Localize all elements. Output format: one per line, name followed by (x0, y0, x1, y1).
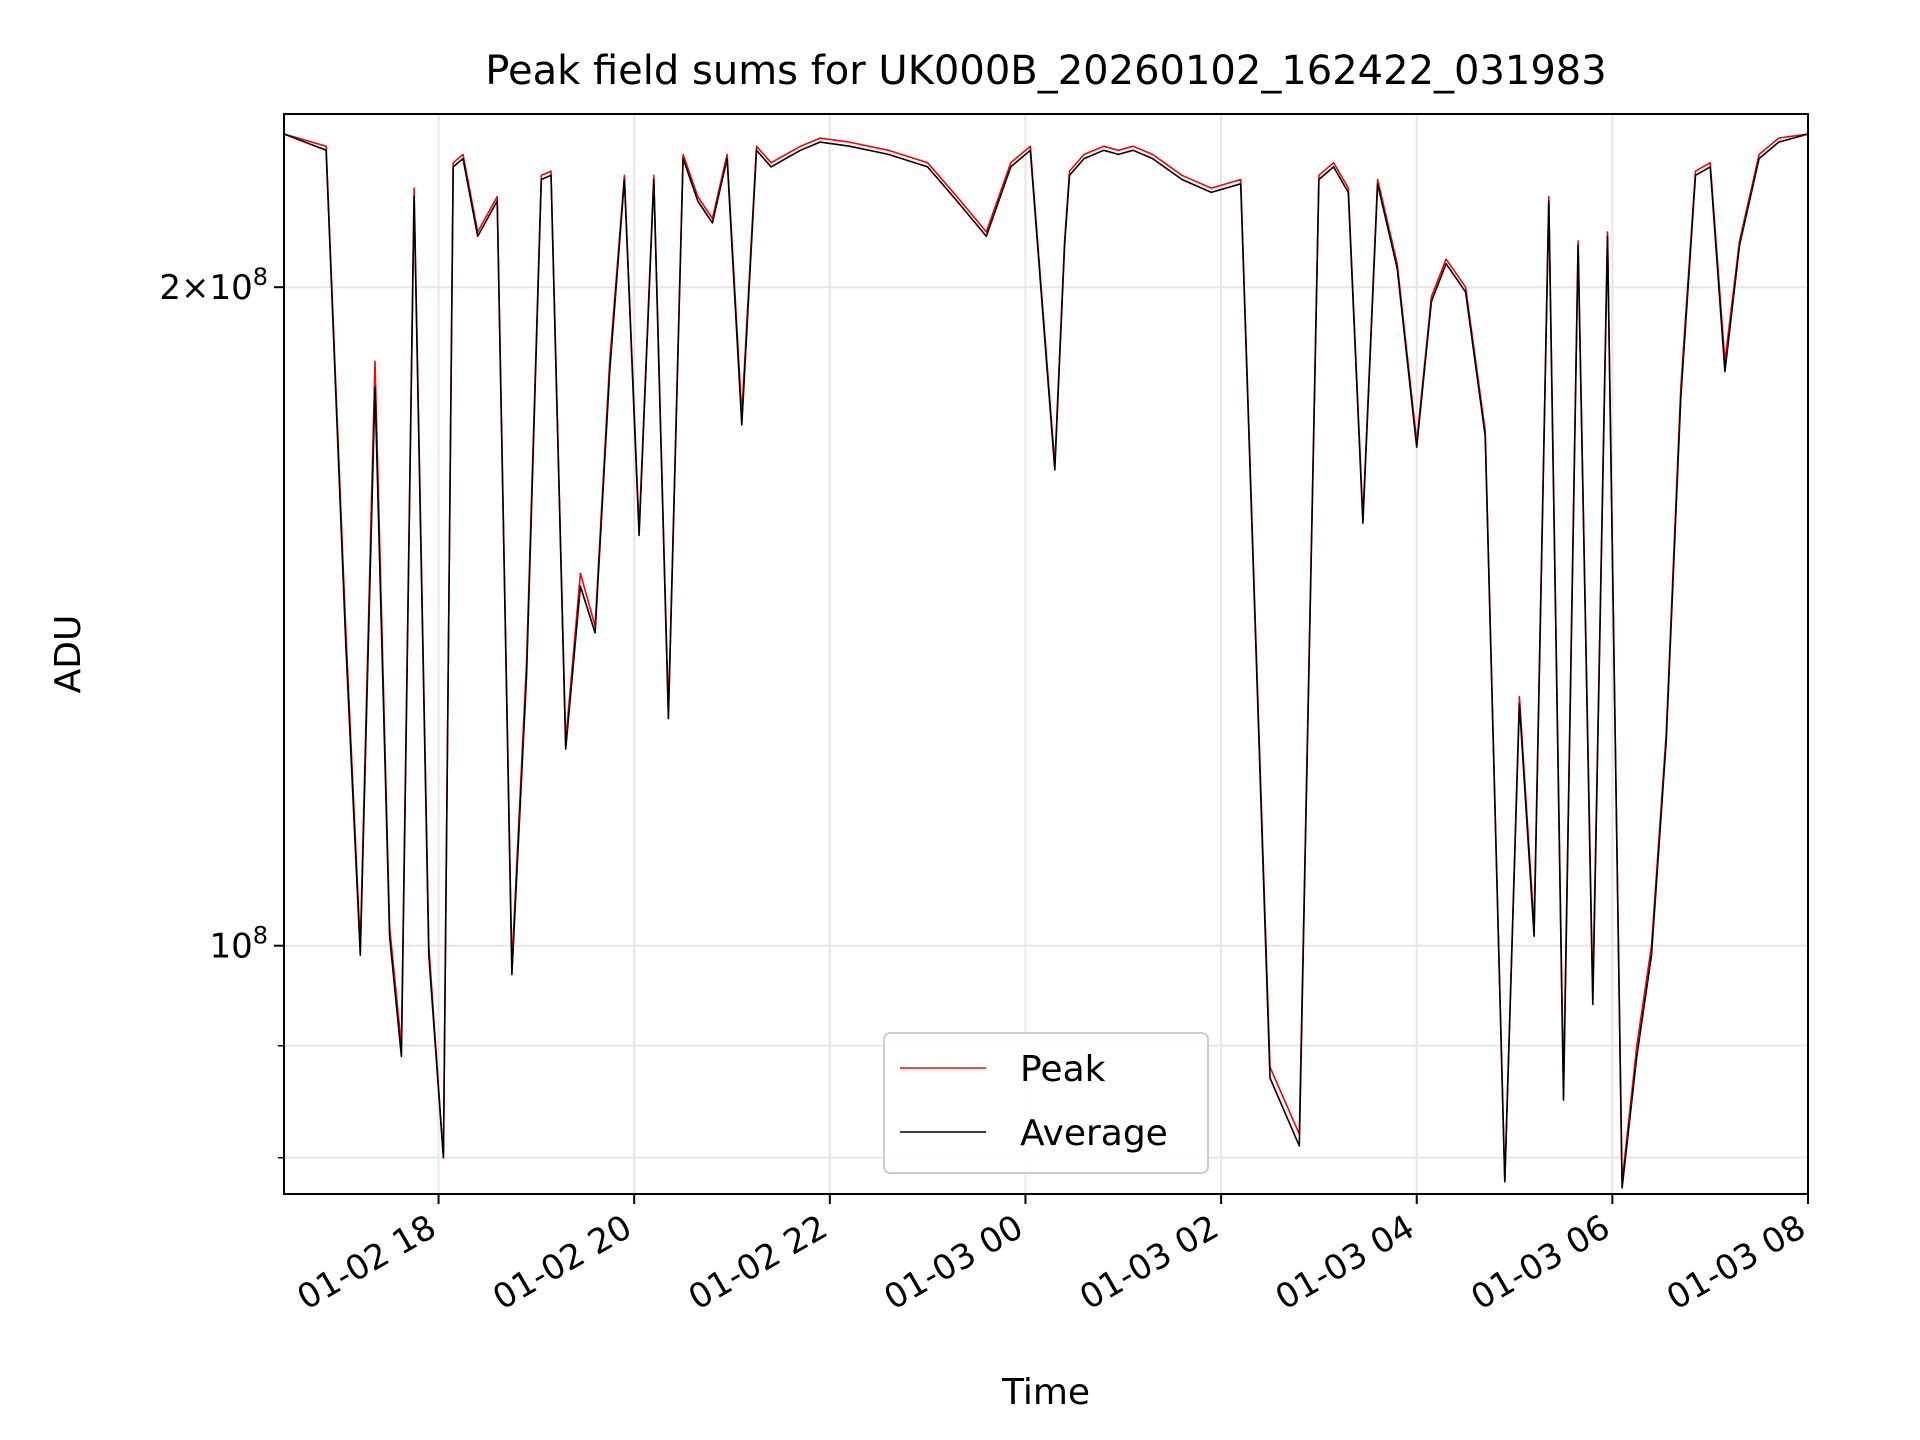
plot-frame (283, 113, 1809, 1195)
y-axis-label: ADU (48, 615, 89, 694)
plot-area (283, 113, 1809, 1195)
legend-average-label: Average (1020, 1113, 1168, 1154)
legend-peak-label: Peak (1020, 1049, 1106, 1090)
x-axis-label: Time (1001, 1372, 1090, 1413)
y-tick-label: 2×108 (159, 263, 268, 308)
legend: Peak Average (883, 1032, 1209, 1174)
series-layer (284, 133, 1808, 1189)
series-line-average (284, 133, 1808, 1189)
chart-title: Peak field sums for UK000B_20260102_1624… (485, 48, 1606, 94)
